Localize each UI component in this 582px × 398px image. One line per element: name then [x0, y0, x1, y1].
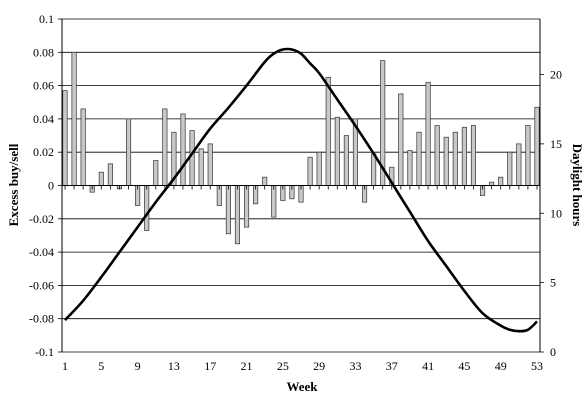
bar	[80, 108, 86, 186]
bar	[225, 185, 231, 235]
left-tick-label: -0.02	[29, 212, 54, 226]
x-tick-label: 13	[168, 359, 180, 373]
bar	[425, 81, 431, 186]
left-tick-label: 0.08	[33, 45, 54, 59]
daylight-hours-line	[64, 47, 538, 333]
right-tick-label: 20	[550, 68, 562, 82]
x-tick-label: 5	[98, 359, 104, 373]
left-tick-label: 0.06	[33, 79, 54, 93]
x-tick-label: 1	[62, 359, 68, 373]
bar	[398, 93, 404, 186]
bar	[271, 185, 277, 218]
x-tick-label: 9	[135, 359, 141, 373]
x-tick-label: 37	[386, 359, 398, 373]
bar	[144, 185, 150, 231]
bar	[470, 125, 477, 186]
left-axis-title: Excess buy/sell	[6, 143, 21, 226]
bar	[343, 135, 349, 186]
daylight-line	[64, 47, 538, 333]
x-axis-title: Week	[286, 379, 318, 394]
x-tick-label: 29	[313, 359, 325, 373]
left-tick-label: 0	[48, 179, 54, 193]
x-tick-label: 25	[277, 359, 289, 373]
left-tick-label: -0.1	[35, 345, 54, 359]
bar	[525, 125, 531, 186]
bar	[407, 150, 413, 186]
axes	[58, 18, 544, 353]
bar	[498, 176, 504, 186]
bar	[207, 143, 213, 186]
bar	[153, 160, 159, 186]
bar	[534, 106, 540, 186]
left-tick-label: -0.06	[29, 278, 54, 292]
right-axis-title: Daylight hours	[570, 144, 582, 227]
left-tick-labels: 0.1 0.08 0.06 0.04 0.02 0 -0.02 -0.04 -0.06 -0.08…	[29, 12, 54, 359]
right-tick-labels: 20 15 10 5 0	[550, 68, 562, 360]
bar	[189, 130, 195, 186]
bar	[198, 148, 204, 186]
bar	[416, 131, 422, 186]
bar	[62, 90, 68, 186]
bar	[461, 126, 467, 186]
x-tick-label: 21	[241, 359, 253, 373]
x-tick-labels: 1 5 9 13 17 21 25 29 33 37 41 45 49 53	[62, 359, 543, 373]
right-tick-label: 0	[550, 345, 556, 359]
left-tick-label: 0.04	[33, 112, 54, 126]
right-tick-label: 10	[550, 206, 562, 220]
bar	[243, 185, 250, 228]
bar	[180, 113, 186, 186]
bar	[334, 116, 340, 186]
bar	[434, 125, 440, 186]
x-tick-label: 49	[495, 359, 507, 373]
left-tick-label: -0.08	[29, 312, 54, 326]
bar-series	[62, 51, 540, 245]
bar	[325, 76, 331, 186]
bar	[452, 131, 458, 186]
bar	[507, 151, 513, 186]
left-tick-label: 0.1	[39, 12, 54, 26]
left-tick-label: 0.02	[33, 145, 54, 159]
bar	[307, 156, 313, 186]
bar	[443, 136, 449, 186]
right-tick-label: 15	[550, 137, 562, 151]
x-tick-label: 17	[204, 359, 216, 373]
bar	[371, 153, 377, 186]
x-tick-label: 45	[458, 359, 470, 373]
left-tick-label: -0.04	[29, 245, 54, 259]
right-tick-label: 5	[550, 276, 556, 290]
bar	[71, 51, 77, 186]
x-tick-label: 53	[531, 359, 543, 373]
bar	[262, 176, 268, 186]
bar	[162, 108, 168, 186]
x-tick-label: 41	[422, 359, 434, 373]
bar	[98, 171, 104, 186]
bar	[316, 151, 322, 186]
bar	[516, 143, 522, 186]
bar	[125, 118, 132, 186]
bar	[234, 185, 241, 245]
bar	[107, 163, 113, 186]
x-tick-label: 33	[349, 359, 361, 373]
